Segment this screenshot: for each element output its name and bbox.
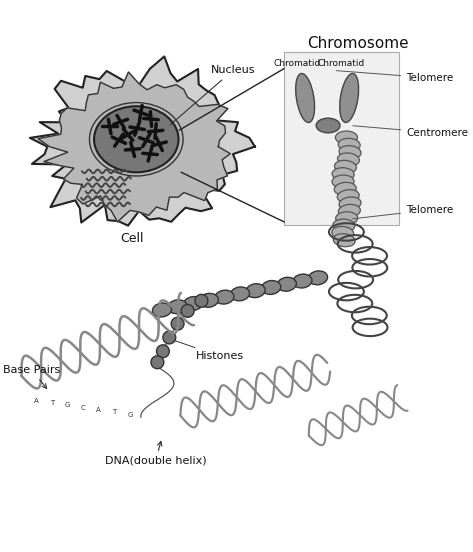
Ellipse shape xyxy=(340,73,359,123)
Ellipse shape xyxy=(277,277,297,291)
Circle shape xyxy=(195,294,208,307)
Text: G: G xyxy=(127,412,132,417)
Circle shape xyxy=(171,317,184,330)
Ellipse shape xyxy=(296,73,315,123)
Ellipse shape xyxy=(333,219,355,232)
Ellipse shape xyxy=(215,290,234,304)
Ellipse shape xyxy=(335,131,358,144)
Ellipse shape xyxy=(332,168,354,181)
Ellipse shape xyxy=(339,146,361,158)
Text: Chromatid: Chromatid xyxy=(273,59,321,67)
Text: Centromere: Centromere xyxy=(353,126,468,138)
Text: A: A xyxy=(34,398,39,404)
Circle shape xyxy=(157,345,169,358)
Text: Telomere: Telomere xyxy=(353,205,453,219)
Ellipse shape xyxy=(199,293,219,307)
Text: Chromatid: Chromatid xyxy=(317,59,365,67)
Polygon shape xyxy=(30,56,255,226)
Text: Chromosome: Chromosome xyxy=(307,36,409,51)
Ellipse shape xyxy=(316,118,340,133)
Ellipse shape xyxy=(333,233,355,247)
Ellipse shape xyxy=(338,204,360,217)
Ellipse shape xyxy=(332,226,354,240)
Polygon shape xyxy=(38,72,230,222)
Text: A: A xyxy=(96,407,101,413)
Ellipse shape xyxy=(293,274,312,288)
Ellipse shape xyxy=(338,139,360,151)
Ellipse shape xyxy=(168,300,187,314)
Text: G: G xyxy=(65,402,70,408)
Text: T: T xyxy=(50,400,54,406)
Ellipse shape xyxy=(184,296,203,310)
Text: Base Pairs: Base Pairs xyxy=(3,365,61,389)
Ellipse shape xyxy=(94,106,178,172)
Text: T: T xyxy=(112,409,116,415)
Ellipse shape xyxy=(332,175,354,188)
Text: Cell: Cell xyxy=(120,232,143,245)
Ellipse shape xyxy=(338,153,359,166)
Circle shape xyxy=(163,331,176,344)
Text: C: C xyxy=(81,405,86,411)
Text: Telomere: Telomere xyxy=(336,71,453,83)
Text: Histones: Histones xyxy=(174,340,244,361)
Circle shape xyxy=(181,305,194,317)
Ellipse shape xyxy=(308,271,328,285)
Ellipse shape xyxy=(337,190,359,203)
Circle shape xyxy=(151,356,164,369)
Ellipse shape xyxy=(334,182,356,195)
Ellipse shape xyxy=(230,287,250,301)
Text: Nucleus: Nucleus xyxy=(170,66,255,125)
Ellipse shape xyxy=(336,212,358,225)
Ellipse shape xyxy=(262,280,281,294)
Ellipse shape xyxy=(246,284,265,298)
Text: DNA(double helix): DNA(double helix) xyxy=(105,442,206,466)
Bar xyxy=(284,52,399,225)
Ellipse shape xyxy=(339,197,361,210)
Ellipse shape xyxy=(334,160,357,173)
Ellipse shape xyxy=(152,303,172,317)
